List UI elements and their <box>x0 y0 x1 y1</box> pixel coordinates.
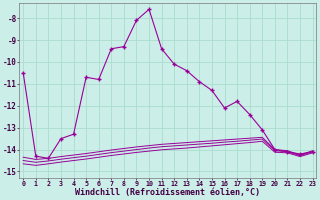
X-axis label: Windchill (Refroidissement éolien,°C): Windchill (Refroidissement éolien,°C) <box>76 188 260 197</box>
